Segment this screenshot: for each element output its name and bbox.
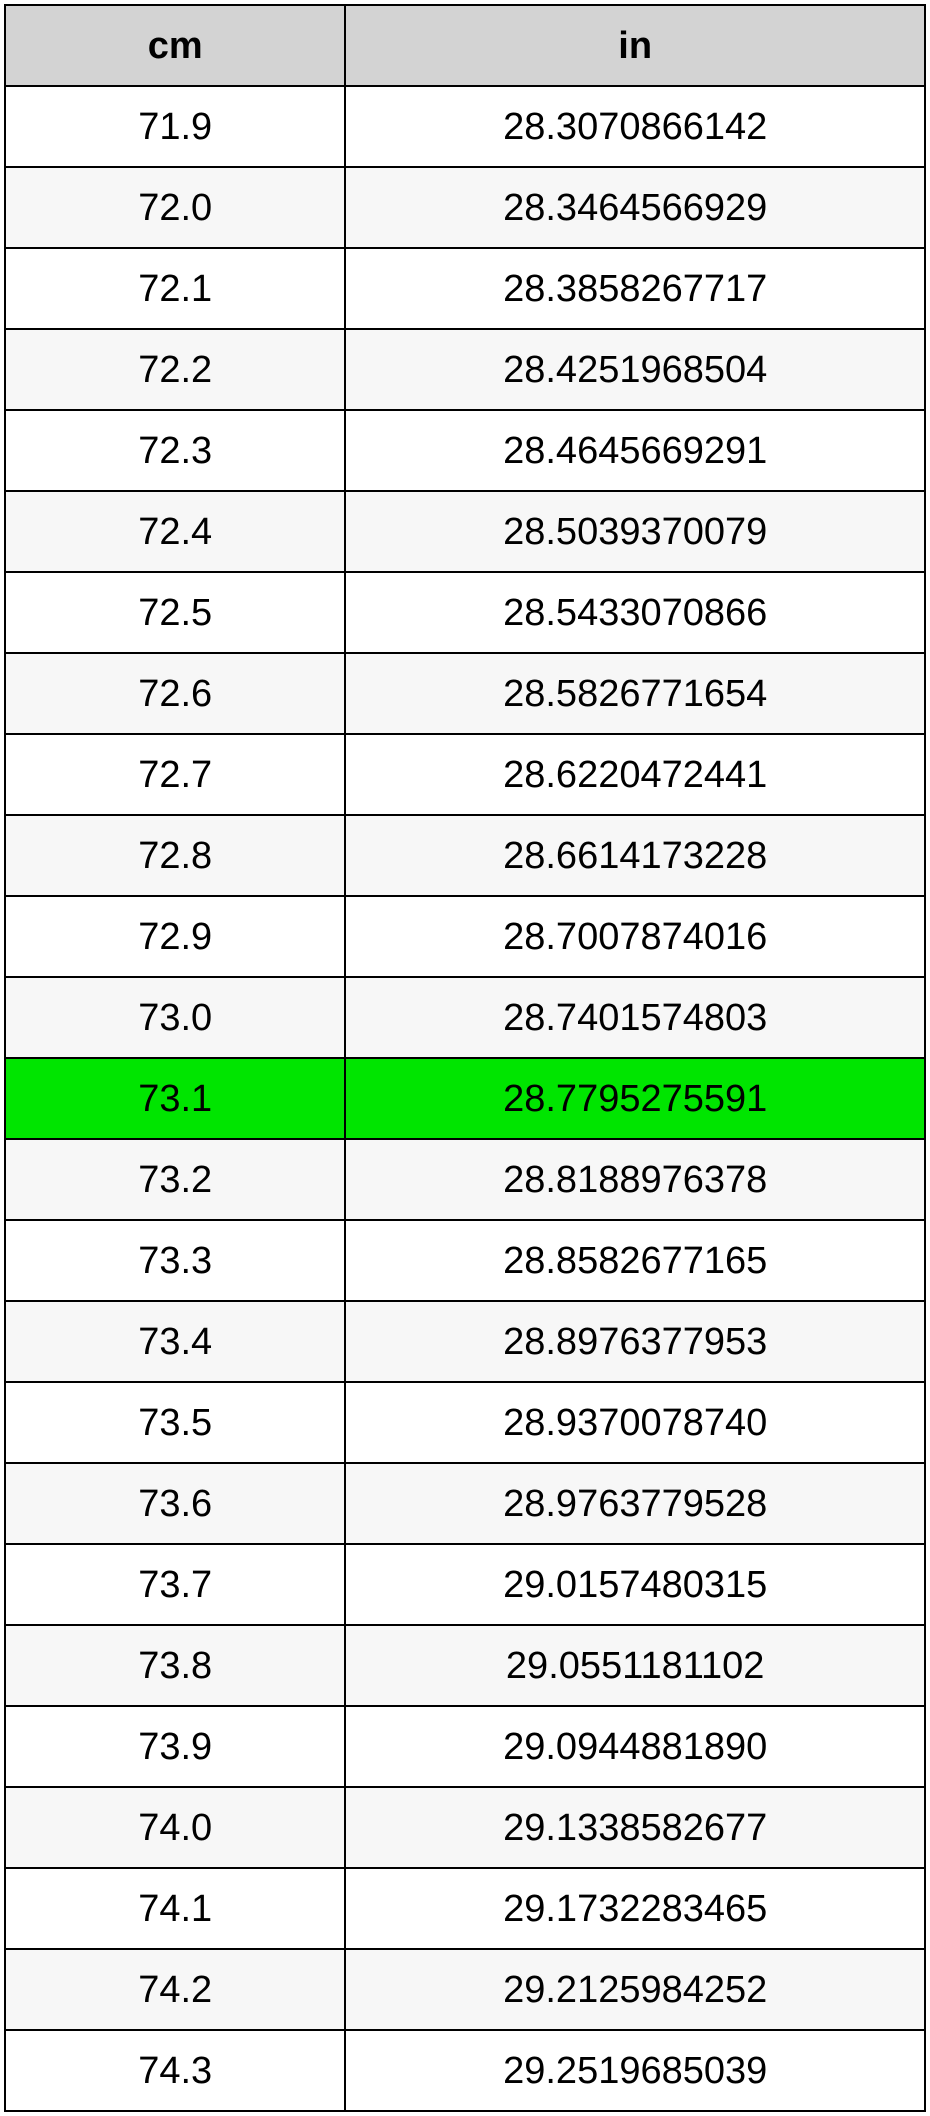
cell-in: 29.0157480315 — [345, 1544, 925, 1625]
cell-cm: 72.0 — [5, 167, 345, 248]
cell-cm: 73.5 — [5, 1382, 345, 1463]
table-row: 74.329.2519685039 — [5, 2030, 925, 2111]
cell-cm: 71.9 — [5, 86, 345, 167]
table-row: 72.228.4251968504 — [5, 329, 925, 410]
cell-in: 28.5039370079 — [345, 491, 925, 572]
table-row: 73.428.8976377953 — [5, 1301, 925, 1382]
table-row-highlighted: 73.128.7795275591 — [5, 1058, 925, 1139]
table-row: 73.328.8582677165 — [5, 1220, 925, 1301]
table-row: 72.128.3858267717 — [5, 248, 925, 329]
cell-cm: 73.7 — [5, 1544, 345, 1625]
cell-cm: 73.1 — [5, 1058, 345, 1139]
cell-cm: 72.4 — [5, 491, 345, 572]
table-row: 73.628.9763779528 — [5, 1463, 925, 1544]
cell-in: 28.6614173228 — [345, 815, 925, 896]
table-row: 73.528.9370078740 — [5, 1382, 925, 1463]
cell-in: 28.6220472441 — [345, 734, 925, 815]
cell-in: 28.5826771654 — [345, 653, 925, 734]
column-header-cm: cm — [5, 5, 345, 86]
table-row: 72.428.5039370079 — [5, 491, 925, 572]
cell-in: 28.3464566929 — [345, 167, 925, 248]
table-row: 74.129.1732283465 — [5, 1868, 925, 1949]
cell-cm: 72.1 — [5, 248, 345, 329]
cell-cm: 74.0 — [5, 1787, 345, 1868]
table-row: 72.628.5826771654 — [5, 653, 925, 734]
cell-in: 29.0944881890 — [345, 1706, 925, 1787]
table-row: 72.528.5433070866 — [5, 572, 925, 653]
cell-in: 28.8582677165 — [345, 1220, 925, 1301]
cell-cm: 72.7 — [5, 734, 345, 815]
table-row: 71.928.3070866142 — [5, 86, 925, 167]
cell-in: 28.3070866142 — [345, 86, 925, 167]
cell-cm: 73.3 — [5, 1220, 345, 1301]
table-row: 72.028.3464566929 — [5, 167, 925, 248]
cell-in: 29.2519685039 — [345, 2030, 925, 2111]
cell-cm: 74.1 — [5, 1868, 345, 1949]
table-row: 74.029.1338582677 — [5, 1787, 925, 1868]
conversion-table: cm in 71.928.307086614272.028.3464566929… — [4, 4, 926, 2112]
table-row: 74.229.2125984252 — [5, 1949, 925, 2030]
cell-in: 29.1338582677 — [345, 1787, 925, 1868]
table-row: 73.228.8188976378 — [5, 1139, 925, 1220]
table-row: 73.829.0551181102 — [5, 1625, 925, 1706]
cell-in: 28.4645669291 — [345, 410, 925, 491]
table-row: 72.828.6614173228 — [5, 815, 925, 896]
table-row: 73.028.7401574803 — [5, 977, 925, 1058]
cell-cm: 73.0 — [5, 977, 345, 1058]
cell-cm: 72.2 — [5, 329, 345, 410]
cell-cm: 74.2 — [5, 1949, 345, 2030]
cell-in: 28.5433070866 — [345, 572, 925, 653]
cell-cm: 73.6 — [5, 1463, 345, 1544]
cell-in: 28.8976377953 — [345, 1301, 925, 1382]
cell-in: 29.0551181102 — [345, 1625, 925, 1706]
table-row: 72.328.4645669291 — [5, 410, 925, 491]
cell-cm: 72.6 — [5, 653, 345, 734]
table-row: 73.729.0157480315 — [5, 1544, 925, 1625]
cell-cm: 74.3 — [5, 2030, 345, 2111]
table-body: 71.928.307086614272.028.346456692972.128… — [5, 86, 925, 2111]
table-header-row: cm in — [5, 5, 925, 86]
cell-in: 28.3858267717 — [345, 248, 925, 329]
table-row: 72.928.7007874016 — [5, 896, 925, 977]
cell-in: 28.9763779528 — [345, 1463, 925, 1544]
cell-in: 28.9370078740 — [345, 1382, 925, 1463]
cell-in: 28.8188976378 — [345, 1139, 925, 1220]
cell-in: 29.1732283465 — [345, 1868, 925, 1949]
table-row: 72.728.6220472441 — [5, 734, 925, 815]
cell-cm: 73.2 — [5, 1139, 345, 1220]
cell-in: 28.7795275591 — [345, 1058, 925, 1139]
cell-cm: 73.8 — [5, 1625, 345, 1706]
cell-cm: 73.9 — [5, 1706, 345, 1787]
cell-cm: 72.8 — [5, 815, 345, 896]
cell-cm: 73.4 — [5, 1301, 345, 1382]
cell-in: 28.7007874016 — [345, 896, 925, 977]
cell-in: 28.4251968504 — [345, 329, 925, 410]
cell-cm: 72.9 — [5, 896, 345, 977]
cell-cm: 72.5 — [5, 572, 345, 653]
cell-cm: 72.3 — [5, 410, 345, 491]
column-header-in: in — [345, 5, 925, 86]
cell-in: 28.7401574803 — [345, 977, 925, 1058]
cell-in: 29.2125984252 — [345, 1949, 925, 2030]
table-row: 73.929.0944881890 — [5, 1706, 925, 1787]
conversion-table-wrapper: cm in 71.928.307086614272.028.3464566929… — [0, 0, 930, 2116]
